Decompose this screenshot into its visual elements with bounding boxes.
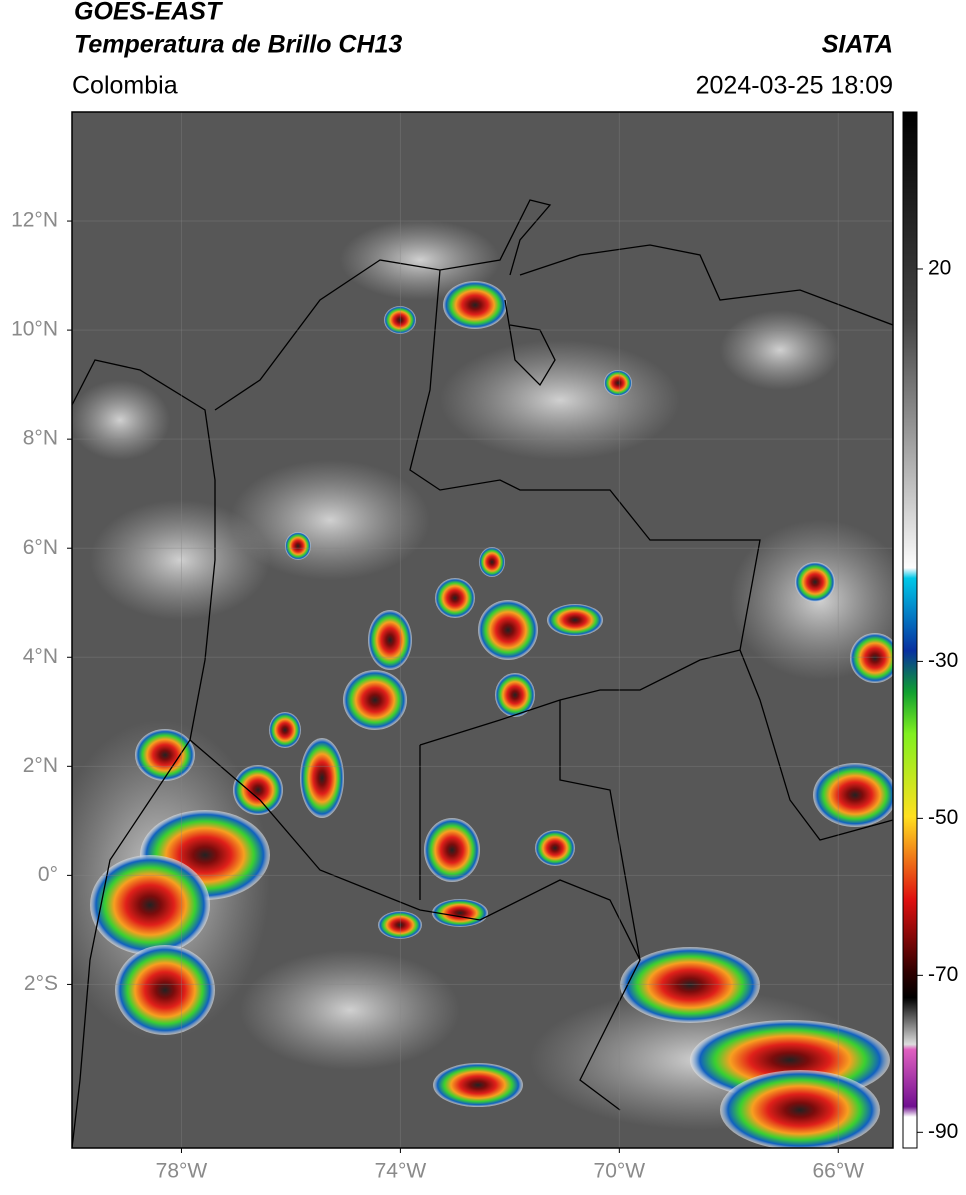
colorbar-tick-label: -90 xyxy=(928,1120,958,1143)
y-tick-label: 0° xyxy=(38,863,58,886)
y-tick-label: 8°N xyxy=(23,427,58,450)
colorbar-tick-label: -50 xyxy=(928,806,958,829)
x-tick-label: 78°W xyxy=(156,1160,208,1183)
source: SIATA xyxy=(822,31,893,59)
x-tick-label: 66°W xyxy=(812,1160,864,1183)
y-tick-label: 12°N xyxy=(11,209,58,232)
y-tick-label: 6°N xyxy=(23,536,58,559)
colorbar-tick-label: -30 xyxy=(928,649,958,672)
colorbar-tick-label: 20 xyxy=(928,257,951,280)
y-tick-label: 2°S xyxy=(24,972,58,995)
subtitle: Temperatura de Brillo CH13 xyxy=(74,31,402,59)
colorbar-tick-label: -70 xyxy=(928,963,958,986)
y-tick-label: 2°N xyxy=(23,754,58,777)
map-frame xyxy=(71,111,894,1149)
colorbar xyxy=(902,111,918,1149)
map xyxy=(72,112,893,1148)
timestamp: 2024-03-25 18:09 xyxy=(696,72,893,100)
storms xyxy=(90,281,893,1148)
x-tick-label: 74°W xyxy=(375,1160,427,1183)
title: GOES-EAST xyxy=(74,0,224,26)
x-tick-label: 70°W xyxy=(594,1160,646,1183)
y-tick-label: 10°N xyxy=(11,318,58,341)
region: Colombia xyxy=(72,72,178,100)
borders xyxy=(72,199,893,1148)
y-tick-label: 4°N xyxy=(23,645,58,668)
